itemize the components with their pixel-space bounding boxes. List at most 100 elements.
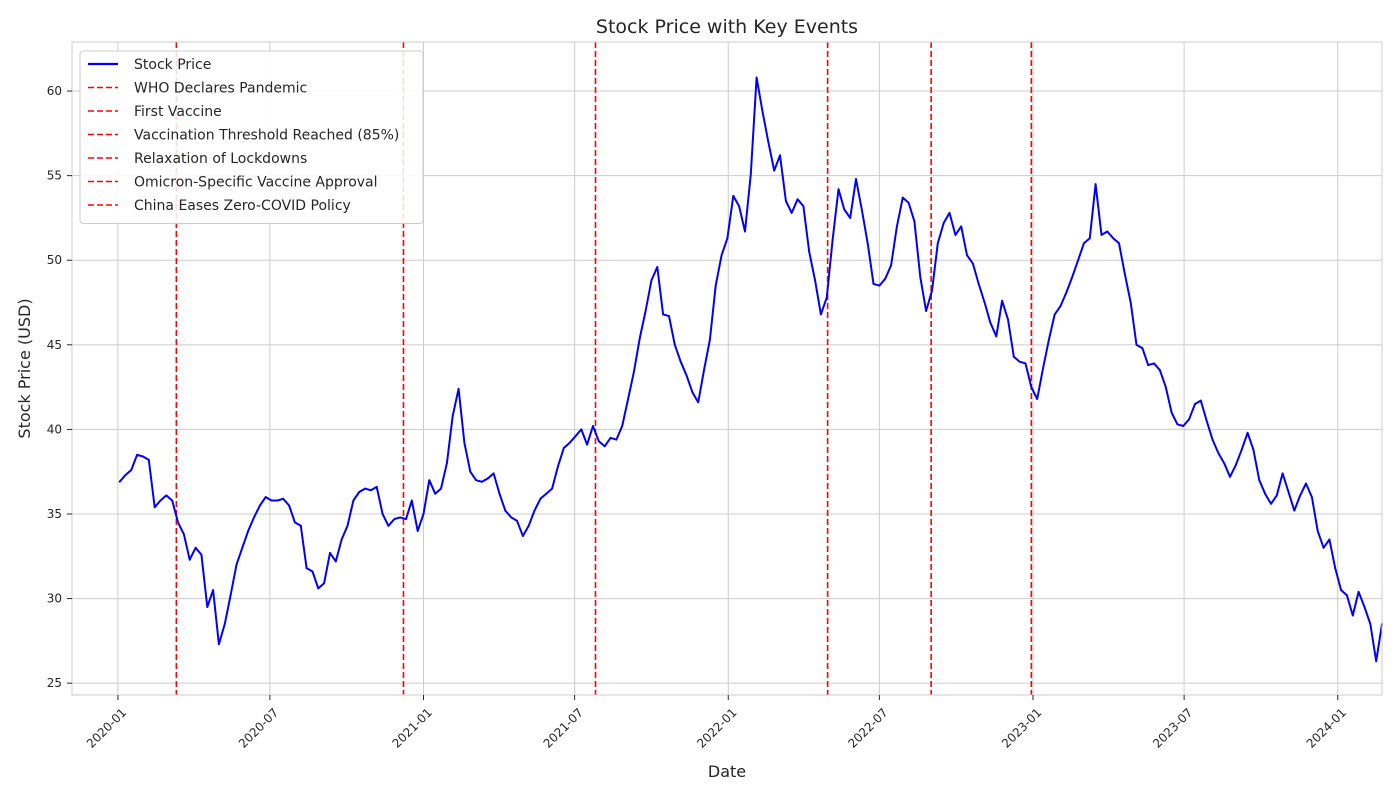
data-point <box>1287 491 1290 493</box>
data-point <box>1223 462 1226 465</box>
data-point <box>825 296 828 299</box>
data-point <box>849 217 852 219</box>
data-point <box>837 188 840 191</box>
data-point <box>866 242 869 245</box>
data-point <box>977 283 980 285</box>
data-point <box>264 496 267 498</box>
data-point <box>1065 291 1068 294</box>
data-point <box>1159 369 1161 372</box>
data-point <box>124 474 127 476</box>
data-point <box>504 509 507 512</box>
data-point <box>527 524 530 527</box>
data-point <box>194 546 197 549</box>
data-point <box>481 480 483 483</box>
data-point <box>609 437 612 439</box>
data-point <box>931 289 933 292</box>
data-point <box>311 570 314 573</box>
data-point <box>200 553 203 556</box>
data-point <box>323 582 325 585</box>
data-point <box>796 198 799 201</box>
data-point <box>709 338 711 341</box>
data-point <box>410 499 413 502</box>
data-point <box>1170 411 1173 414</box>
data-point <box>235 563 238 566</box>
data-point <box>1048 338 1050 341</box>
data-point <box>597 440 600 443</box>
data-point <box>346 524 349 527</box>
data-point <box>317 587 320 590</box>
data-point <box>1141 347 1144 350</box>
data-point <box>1053 313 1056 316</box>
y-tick-label: 25 <box>47 676 62 690</box>
data-point <box>446 462 448 465</box>
data-point <box>334 560 337 563</box>
data-point <box>1305 482 1307 485</box>
data-point <box>1375 660 1378 663</box>
data-point <box>218 643 220 646</box>
data-point <box>276 499 279 502</box>
data-point <box>557 465 559 468</box>
data-point <box>855 178 857 180</box>
data-point <box>212 589 215 591</box>
data-point <box>241 546 244 549</box>
data-point <box>942 222 945 224</box>
data-point <box>451 415 454 417</box>
data-point <box>1042 367 1044 370</box>
data-point <box>539 497 542 500</box>
data-point <box>457 387 460 390</box>
data-point <box>1188 418 1190 421</box>
data-point <box>1129 301 1132 304</box>
data-point <box>1112 237 1115 240</box>
data-point <box>288 504 290 507</box>
data-point <box>329 552 331 554</box>
data-point <box>779 154 781 157</box>
data-point <box>1083 242 1085 245</box>
data-point <box>1316 530 1319 532</box>
data-point <box>562 447 565 449</box>
data-point <box>1094 183 1097 186</box>
data-point <box>1001 299 1003 302</box>
data-point <box>1328 538 1331 541</box>
data-point <box>1264 492 1266 495</box>
data-point <box>668 315 670 317</box>
data-point <box>989 321 992 324</box>
data-point <box>913 220 916 223</box>
data-point <box>574 435 577 438</box>
data-point <box>1012 355 1015 358</box>
data-point <box>644 310 647 312</box>
data-point <box>305 567 308 569</box>
data-point <box>960 225 963 228</box>
data-point <box>1258 479 1261 482</box>
data-point <box>995 335 998 338</box>
legend-label: WHO Declares Pandemic <box>134 81 307 97</box>
legend-box <box>79 50 424 224</box>
data-point <box>785 200 787 202</box>
data-point <box>761 110 764 113</box>
data-point <box>755 76 758 79</box>
legend-label: Relaxation of Lockdowns <box>134 151 307 167</box>
data-point <box>633 371 635 373</box>
data-point <box>732 195 735 197</box>
plot-frame <box>71 41 1383 696</box>
data-point <box>1246 431 1249 434</box>
data-point <box>1340 589 1342 591</box>
data-point <box>522 535 524 537</box>
data-point <box>802 205 805 208</box>
data-point <box>568 442 571 444</box>
data-point <box>878 284 881 287</box>
data-point <box>831 239 834 241</box>
data-point <box>1211 438 1214 441</box>
y-tick-label: 45 <box>47 338 62 352</box>
data-point <box>966 254 968 257</box>
data-point <box>270 499 273 502</box>
data-point <box>592 425 594 427</box>
data-point <box>767 140 770 143</box>
data-point <box>159 499 162 502</box>
data-point <box>936 242 939 245</box>
y-tick-label: 40 <box>47 422 62 436</box>
data-point <box>294 521 296 524</box>
legend-label: Stock Price <box>134 57 211 73</box>
data-point <box>475 479 477 482</box>
data-point <box>744 230 746 233</box>
data-point <box>416 530 419 532</box>
